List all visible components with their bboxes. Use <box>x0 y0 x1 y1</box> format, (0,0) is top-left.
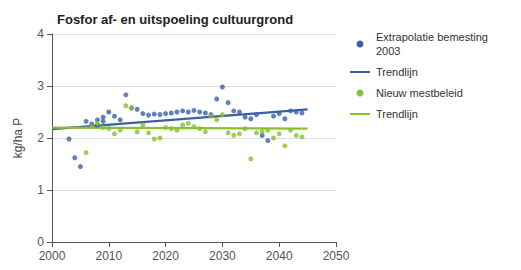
svg-text:4: 4 <box>37 27 44 41</box>
svg-text:Extrapolatie bemesting: Extrapolatie bemesting <box>376 31 488 43</box>
svg-text:2003: 2003 <box>376 45 400 57</box>
svg-text:Fosfor af- en uitspoeling cult: Fosfor af- en uitspoeling cultuurgrond <box>57 12 293 27</box>
svg-text:2050: 2050 <box>323 249 350 263</box>
svg-text:Trendlijn: Trendlijn <box>376 66 418 78</box>
svg-text:2: 2 <box>37 131 44 145</box>
svg-text:2030: 2030 <box>209 249 236 263</box>
svg-text:1: 1 <box>37 183 44 197</box>
svg-text:2010: 2010 <box>95 249 122 263</box>
svg-text:3: 3 <box>37 79 44 93</box>
svg-text:2020: 2020 <box>152 249 179 263</box>
svg-text:2000: 2000 <box>39 249 66 263</box>
svg-text:kg/ha P: kg/ha P <box>11 118 25 159</box>
svg-text:0: 0 <box>37 235 44 249</box>
svg-text:Nieuw mestbeleid: Nieuw mestbeleid <box>376 87 463 99</box>
svg-text:2040: 2040 <box>266 249 293 263</box>
svg-text:Trendlijn: Trendlijn <box>376 108 418 120</box>
